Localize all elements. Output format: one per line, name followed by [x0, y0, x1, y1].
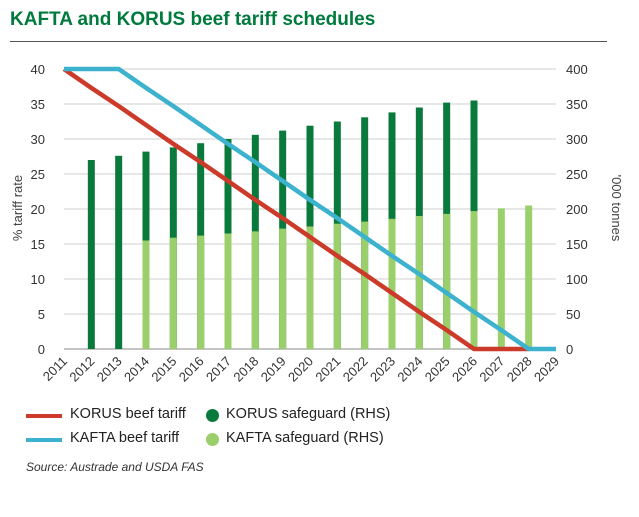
x-tick-label: 2018	[230, 354, 261, 385]
y2-tick-label: 150	[566, 237, 588, 252]
x-tick-label: 2026	[449, 354, 480, 385]
x-tick-label: 2013	[94, 354, 125, 385]
y2-tick-label: 50	[566, 307, 580, 322]
y2-tick-label: 200	[566, 202, 588, 217]
y2-tick-label: 250	[566, 167, 588, 182]
kafta-safeguard-bar	[169, 237, 177, 349]
legend-kafta-safeguard: KAFTA safeguard (RHS)	[226, 430, 384, 446]
y-tick-label: 40	[31, 62, 45, 77]
x-tick-label: 2023	[367, 354, 398, 385]
korus-tariff-line	[62, 67, 529, 352]
kafta-safeguard-bar	[388, 218, 396, 349]
kafta-safeguard-bar	[497, 208, 505, 349]
y-tick-label: 30	[31, 132, 45, 147]
y2-tick-label: 100	[566, 272, 588, 287]
x-tick-label: 2017	[203, 354, 234, 385]
legend-kafta-tariff: KAFTA beef tariff	[70, 430, 180, 446]
safeguard-bars	[87, 100, 533, 350]
korus-safeguard-swatch	[206, 409, 219, 422]
y-tick-label: 5	[38, 307, 45, 322]
kafta-safeguard-bar	[470, 211, 478, 349]
y-tick-label: 10	[31, 272, 45, 287]
y2-tick-label: 300	[566, 132, 588, 147]
x-tick-label: 2022	[340, 354, 371, 385]
x-tick-label: 2016	[176, 354, 207, 385]
title-divider	[10, 41, 607, 42]
korus-tariff-swatch	[26, 414, 62, 418]
x-tick-label: 2021	[312, 354, 343, 385]
x-tick-label: 2020	[285, 354, 316, 385]
x-tick-label: 2024	[394, 354, 425, 385]
x-tick-label: 2025	[422, 354, 453, 385]
kafta-safeguard-bar	[333, 223, 341, 349]
left-axis-ticks: 0 5 10 15 20 25 30 35 40	[31, 62, 45, 357]
y-tick-label: 0	[38, 342, 45, 357]
y-tick-label: 20	[31, 202, 45, 217]
kafta-safeguard-bar	[415, 216, 423, 349]
y-tick-label: 25	[31, 167, 45, 182]
kafta-safeguard-swatch	[206, 433, 219, 446]
kafta-safeguard-bar	[306, 226, 314, 349]
y-tick-label: 35	[31, 97, 45, 112]
y2-tick-label: 350	[566, 97, 588, 112]
kafta-safeguard-bar	[279, 228, 287, 349]
kafta-safeguard-bar	[361, 221, 369, 349]
legend-korus-safeguard: KORUS safeguard (RHS)	[226, 406, 391, 422]
korus-safeguard-bar	[87, 160, 95, 349]
x-tick-label: 2029	[531, 354, 562, 385]
y2-tick-label: 400	[566, 62, 588, 77]
kafta-safeguard-bar	[142, 240, 150, 349]
kafta-tariff-swatch	[26, 438, 62, 442]
x-tick-label: 2011	[40, 354, 70, 384]
kafta-safeguard-bar	[197, 235, 205, 349]
y-tick-label: 15	[31, 237, 45, 252]
korus-safeguard-bar	[115, 155, 123, 349]
x-tick-label: 2028	[504, 354, 535, 385]
y2-tick-label: 0	[566, 342, 573, 357]
kafta-safeguard-bar	[251, 231, 259, 349]
x-tick-label: 2015	[148, 354, 179, 385]
y2-axis-title: '000 tonnes	[609, 175, 624, 242]
kafta-safeguard-bar	[224, 233, 232, 349]
x-tick-label: 2027	[476, 354, 507, 385]
x-tick-label: 2019	[258, 354, 289, 385]
x-tick-label: 2014	[121, 354, 152, 385]
kafta-safeguard-bar	[443, 213, 451, 349]
y-axis-title: % tariff rate	[10, 175, 25, 241]
x-axis-ticks: 2011201220132014201520162017201820192020…	[40, 354, 562, 385]
legend-korus-tariff: KORUS beef tariff	[70, 406, 186, 422]
kafta-safeguard-bar	[525, 205, 533, 349]
right-axis-ticks: 0 50 100 150 200 250 300 350 400	[566, 62, 588, 357]
chart-title: KAFTA and KORUS beef tariff schedules	[10, 9, 376, 30]
kafta-tariff-line	[64, 66, 556, 352]
x-tick-label: 2012	[66, 354, 97, 385]
source-note: Source: Austrade and USDA FAS	[26, 460, 204, 474]
tariff-lines	[62, 66, 556, 352]
